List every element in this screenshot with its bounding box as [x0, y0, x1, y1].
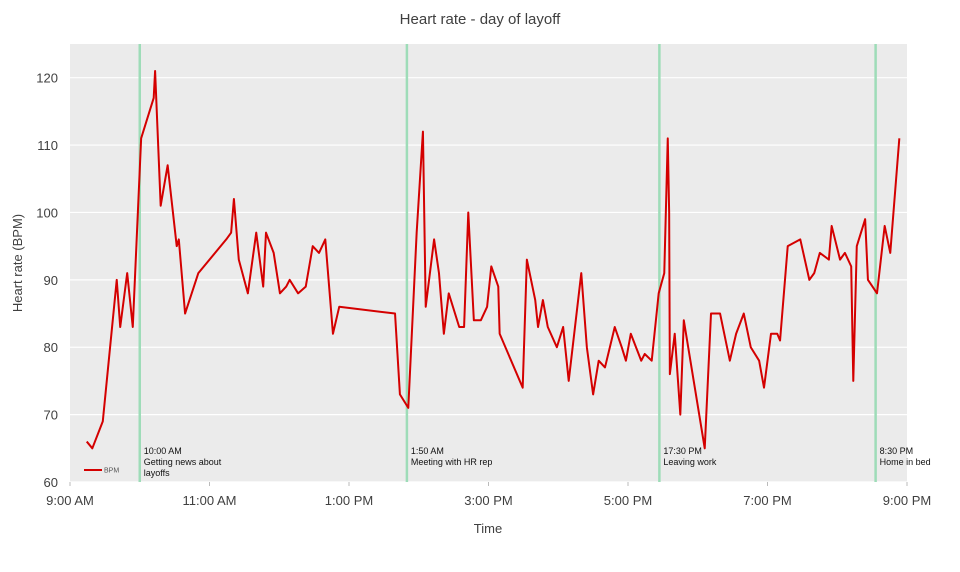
- event-text: 1:50 AM Meeting with HR rep: [411, 446, 506, 468]
- plot-area: [70, 44, 907, 482]
- event-time: 10:00 AM: [143, 446, 182, 456]
- data-line: [85, 69, 901, 450]
- event-label: Meeting with HR rep: [410, 457, 493, 467]
- event-text: 17:30 PM Leaving work: [663, 446, 758, 468]
- y-tick-label: 110: [37, 138, 58, 153]
- event-label: Leaving work: [663, 457, 717, 467]
- y-axis-title: Heart rate (BPM): [10, 214, 25, 312]
- x-tick-label: 3:00 PM: [464, 493, 512, 508]
- event-time: 8:30 PM: [879, 446, 914, 456]
- y-tick-label: 70: [44, 408, 58, 423]
- x-axis-title: Time: [474, 521, 502, 536]
- event-label: Getting news about layoffs: [143, 457, 222, 478]
- chart-title: Heart rate - day of layoff: [400, 11, 561, 28]
- event-time: 17:30 PM: [663, 446, 702, 456]
- x-tick-label: 1:00 PM: [325, 493, 373, 508]
- event-label: Home in bed: [879, 457, 931, 467]
- y-tick-label: 60: [44, 475, 58, 490]
- y-tick-label: 100: [36, 205, 58, 220]
- event-text: 8:30 PM Home in bed: [880, 446, 960, 468]
- x-tick-label: 9:00 PM: [883, 493, 931, 508]
- y-tick-label: 90: [44, 273, 58, 288]
- legend-label: BPM: [104, 468, 119, 475]
- event-text: 10:00 AM Getting news about layoffs: [144, 446, 239, 479]
- x-tick-label: 5:00 PM: [604, 493, 652, 508]
- x-tick-label: 9:00 AM: [46, 493, 94, 508]
- y-tick-label: 80: [44, 340, 58, 355]
- event-time: 1:50 AM: [410, 446, 444, 456]
- y-tick-label: 120: [36, 71, 58, 86]
- x-tick-label: 7:00 PM: [743, 493, 791, 508]
- x-tick-label: 11:00 AM: [183, 493, 237, 508]
